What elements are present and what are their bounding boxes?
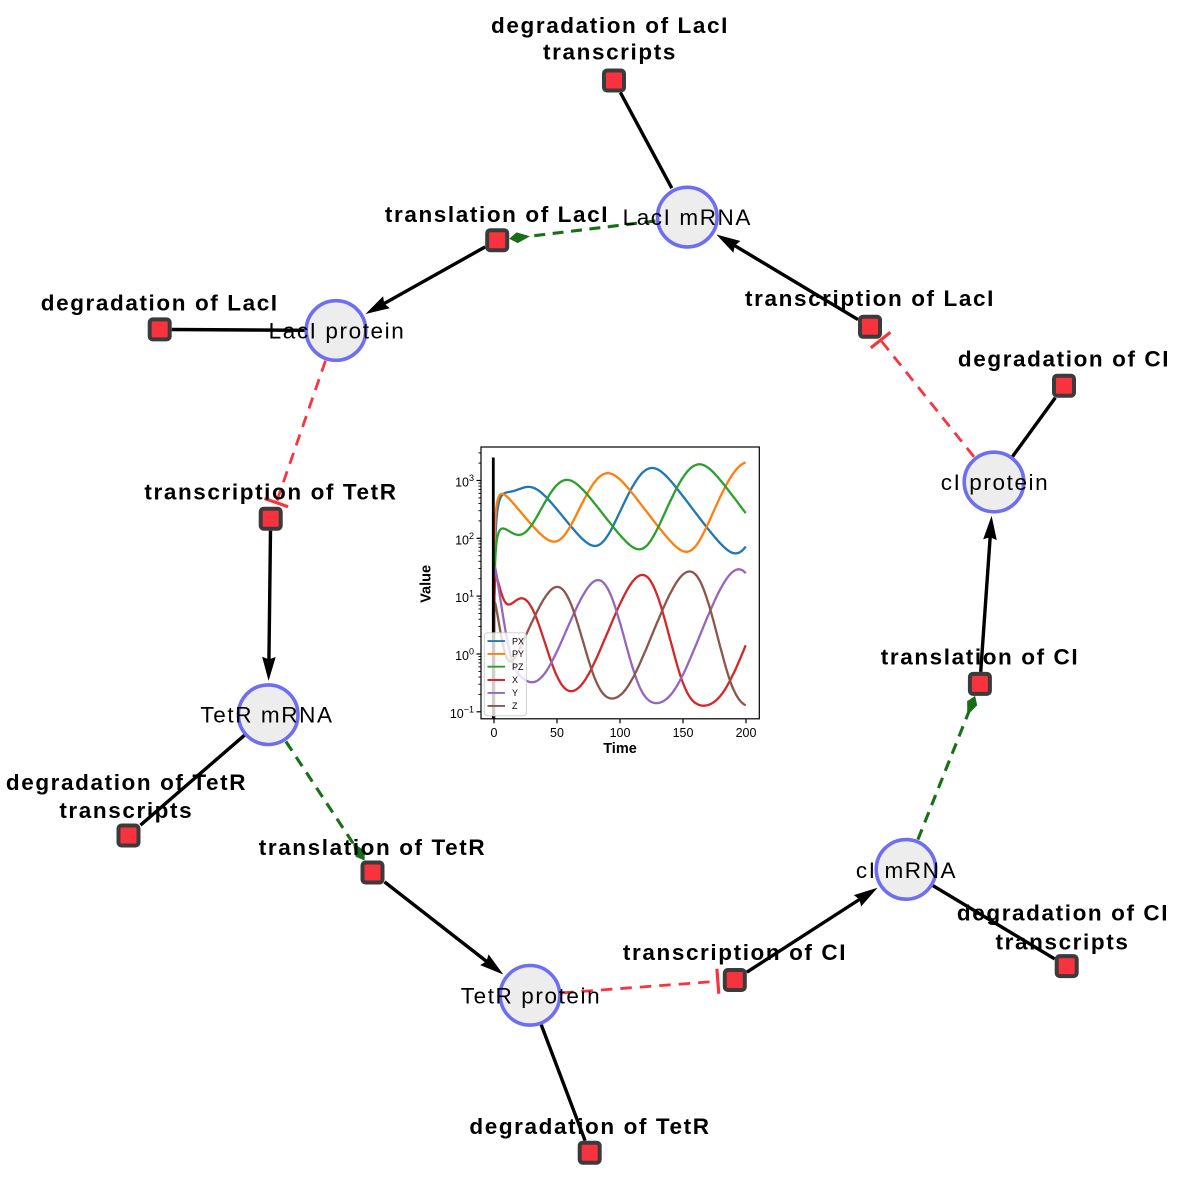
svg-text:transcripts: transcripts bbox=[996, 930, 1130, 955]
svg-text:transcription of LacI: transcription of LacI bbox=[745, 286, 995, 311]
svg-text:degradation of LacI: degradation of LacI bbox=[41, 291, 279, 316]
svg-text:150: 150 bbox=[673, 726, 694, 740]
svg-text:degradation of TetR: degradation of TetR bbox=[469, 1114, 710, 1139]
svg-text:200: 200 bbox=[736, 726, 757, 740]
svg-text:degradation of LacI: degradation of LacI bbox=[491, 13, 729, 38]
svg-text:0: 0 bbox=[491, 726, 498, 740]
svg-text:degradation of TetR: degradation of TetR bbox=[6, 770, 247, 795]
svg-text:transcripts: transcripts bbox=[543, 40, 677, 65]
svg-text:Z: Z bbox=[512, 701, 518, 711]
svg-text:transcription of CI: transcription of CI bbox=[623, 940, 847, 965]
svg-text:Y: Y bbox=[512, 688, 518, 698]
svg-text:cI mRNA: cI mRNA bbox=[856, 858, 957, 883]
svg-text:100: 100 bbox=[610, 726, 631, 740]
svg-text:LacI protein: LacI protein bbox=[269, 319, 406, 344]
svg-text:transcripts: transcripts bbox=[59, 798, 193, 823]
svg-text:PX: PX bbox=[512, 636, 524, 646]
svg-text:50: 50 bbox=[550, 726, 564, 740]
svg-text:LacI mRNA: LacI mRNA bbox=[623, 205, 752, 230]
svg-text:translation of CI: translation of CI bbox=[881, 644, 1079, 669]
svg-text:Value: Value bbox=[418, 565, 434, 603]
svg-text:degradation of CI: degradation of CI bbox=[958, 347, 1170, 372]
svg-text:TetR mRNA: TetR mRNA bbox=[200, 703, 333, 728]
svg-text:Time: Time bbox=[603, 741, 637, 757]
svg-text:TetR protein: TetR protein bbox=[461, 983, 602, 1008]
svg-text:cI protein: cI protein bbox=[941, 470, 1050, 495]
svg-text:translation of LacI: translation of LacI bbox=[385, 202, 609, 227]
svg-text:degradation of CI: degradation of CI bbox=[957, 901, 1169, 926]
svg-text:X: X bbox=[512, 675, 518, 685]
svg-text:PY: PY bbox=[512, 649, 524, 659]
svg-text:translation of TetR: translation of TetR bbox=[259, 835, 486, 860]
svg-text:PZ: PZ bbox=[512, 662, 524, 672]
svg-text:transcription of TetR: transcription of TetR bbox=[144, 480, 397, 505]
